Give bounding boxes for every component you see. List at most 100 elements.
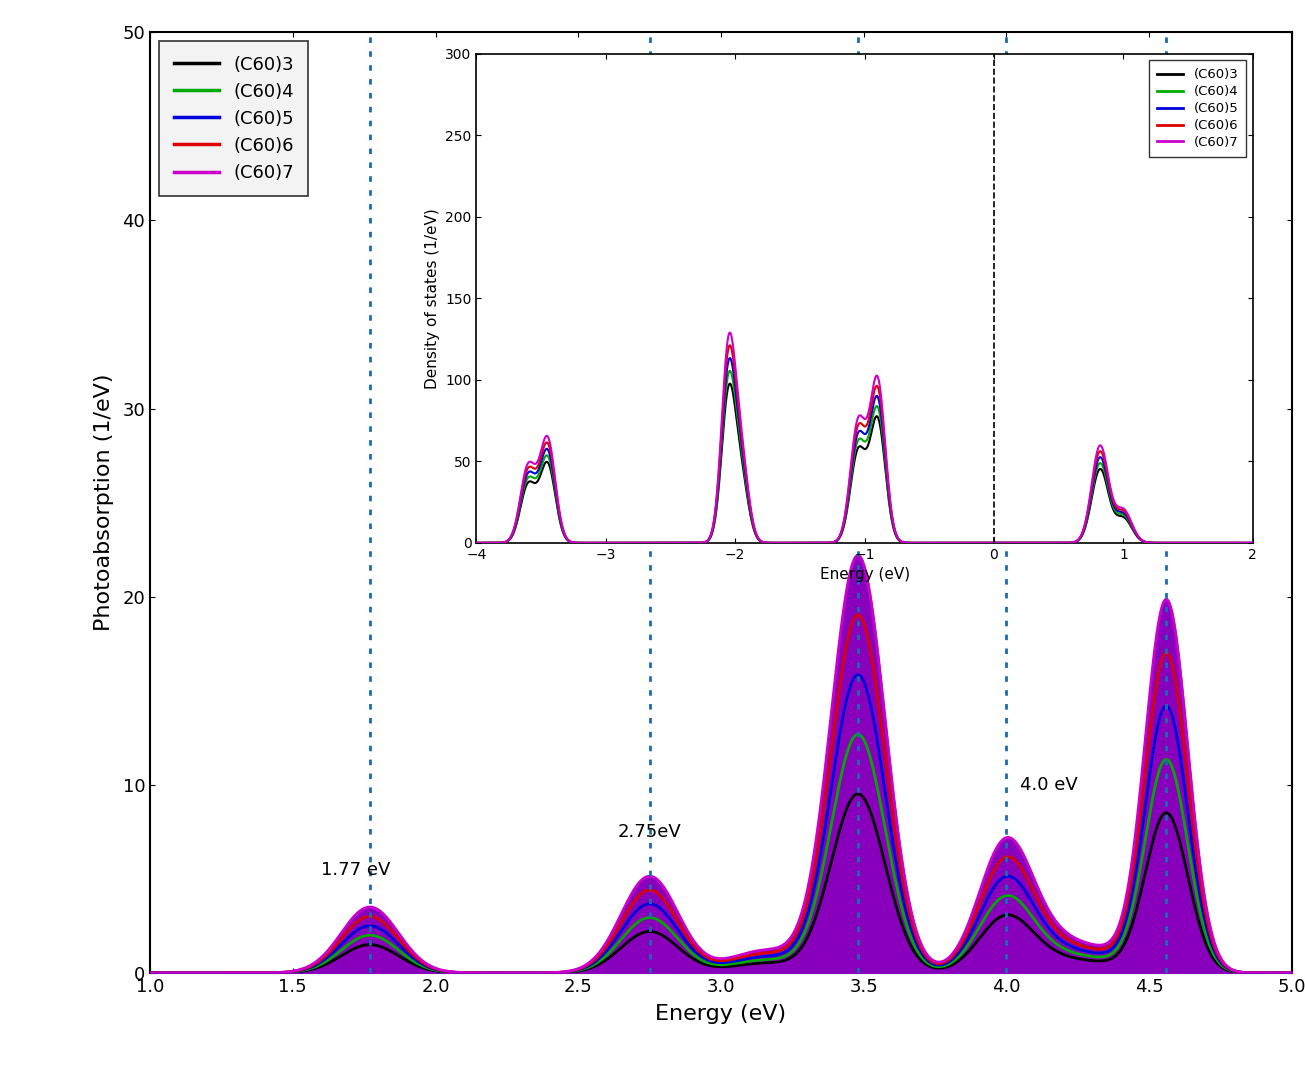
(C60)3 xyxy=(1236,536,1251,549)
(C60)7 xyxy=(582,956,598,969)
(C60)6 xyxy=(1144,711,1160,723)
(C60)4 xyxy=(468,536,484,549)
(C60)5 xyxy=(582,959,598,972)
(C60)4 xyxy=(850,728,865,741)
(C60)6 xyxy=(769,536,784,549)
(C60)5 xyxy=(803,536,818,549)
(C60)5 xyxy=(632,901,647,914)
(C60)7 xyxy=(769,536,784,549)
(C60)6 xyxy=(1267,966,1283,979)
(C60)7 xyxy=(1152,536,1168,549)
(C60)5 xyxy=(341,930,356,943)
(C60)5 xyxy=(1267,966,1283,979)
(C60)7 xyxy=(722,326,737,339)
(C60)7 xyxy=(1267,966,1283,979)
(C60)3 xyxy=(1152,536,1168,549)
(C60)4 xyxy=(604,536,620,549)
(C60)7 xyxy=(604,536,620,549)
(C60)6 xyxy=(1251,536,1267,549)
(C60)7 xyxy=(341,916,356,929)
(C60)7 xyxy=(1251,536,1267,549)
Y-axis label: Density of states (1/eV): Density of states (1/eV) xyxy=(424,207,440,389)
(C60)4 xyxy=(632,915,647,928)
(C60)6 xyxy=(142,966,158,979)
Text: 4.56 eV: 4.56 eV xyxy=(1131,127,1201,145)
Line: (C60)7: (C60)7 xyxy=(476,332,1259,543)
Line: (C60)4: (C60)4 xyxy=(150,734,1297,973)
(C60)6 xyxy=(341,923,356,936)
(C60)4 xyxy=(1144,796,1160,808)
(C60)5 xyxy=(722,352,737,364)
(C60)5 xyxy=(1144,752,1160,765)
(C60)4 xyxy=(722,364,737,377)
Line: (C60)6: (C60)6 xyxy=(150,615,1297,973)
(C60)3 xyxy=(722,377,737,390)
(C60)5 xyxy=(557,530,573,543)
(C60)3 xyxy=(1144,838,1160,851)
(C60)3 xyxy=(1267,966,1283,979)
(C60)5 xyxy=(273,966,288,979)
(C60)6 xyxy=(850,608,865,621)
Text: 4.0 eV: 4.0 eV xyxy=(1021,776,1078,794)
(C60)4 xyxy=(582,960,598,973)
(C60)6 xyxy=(557,530,573,543)
(C60)7 xyxy=(273,966,288,979)
Line: (C60)5: (C60)5 xyxy=(476,358,1259,543)
(C60)3 xyxy=(769,536,784,549)
(C60)7 xyxy=(1236,536,1251,549)
(C60)7 xyxy=(632,875,647,888)
(C60)7 xyxy=(803,536,818,549)
(C60)3 xyxy=(582,962,598,975)
(C60)3 xyxy=(850,788,865,801)
(C60)3 xyxy=(1251,536,1267,549)
(C60)4 xyxy=(769,536,784,549)
X-axis label: Energy (eV): Energy (eV) xyxy=(820,568,910,583)
(C60)3 xyxy=(273,966,288,979)
(C60)5 xyxy=(604,536,620,549)
Text: 1.77 eV: 1.77 eV xyxy=(321,861,390,879)
(C60)3 xyxy=(142,966,158,979)
Line: (C60)7: (C60)7 xyxy=(150,556,1297,973)
(C60)4 xyxy=(1251,536,1267,549)
(C60)6 xyxy=(582,957,598,970)
(C60)3 xyxy=(557,531,573,544)
(C60)7 xyxy=(557,530,573,543)
(C60)6 xyxy=(1152,536,1168,549)
(C60)7 xyxy=(1144,668,1160,680)
(C60)6 xyxy=(632,888,647,901)
(C60)4 xyxy=(341,937,356,950)
(C60)4 xyxy=(557,531,573,544)
(C60)5 xyxy=(850,669,865,682)
(C60)3 xyxy=(604,536,620,549)
(C60)6 xyxy=(1236,536,1251,549)
(C60)7 xyxy=(142,966,158,979)
Line: (C60)3: (C60)3 xyxy=(476,384,1259,543)
Line: (C60)4: (C60)4 xyxy=(476,371,1259,543)
Line: (C60)6: (C60)6 xyxy=(476,345,1259,543)
(C60)4 xyxy=(142,966,158,979)
(C60)7 xyxy=(1289,966,1305,979)
(C60)3 xyxy=(632,928,647,941)
(C60)3 xyxy=(1289,966,1305,979)
Text: 2.75eV: 2.75eV xyxy=(617,823,681,841)
(C60)5 xyxy=(1289,966,1305,979)
(C60)7 xyxy=(850,549,865,562)
Legend: (C60)3, (C60)4, (C60)5, (C60)6, (C60)7: (C60)3, (C60)4, (C60)5, (C60)6, (C60)7 xyxy=(1148,60,1246,157)
(C60)6 xyxy=(803,536,818,549)
(C60)4 xyxy=(1152,536,1168,549)
(C60)6 xyxy=(722,339,737,352)
X-axis label: Energy (eV): Energy (eV) xyxy=(655,1004,787,1024)
(C60)7 xyxy=(468,536,484,549)
(C60)4 xyxy=(1236,536,1251,549)
(C60)6 xyxy=(1289,966,1305,979)
(C60)3 xyxy=(468,536,484,549)
(C60)5 xyxy=(1152,536,1168,549)
(C60)6 xyxy=(468,536,484,549)
(C60)3 xyxy=(803,536,818,549)
Legend: (C60)3, (C60)4, (C60)5, (C60)6, (C60)7: (C60)3, (C60)4, (C60)5, (C60)6, (C60)7 xyxy=(159,41,308,197)
(C60)5 xyxy=(468,536,484,549)
(C60)6 xyxy=(273,966,288,979)
(C60)4 xyxy=(803,536,818,549)
Line: (C60)3: (C60)3 xyxy=(150,794,1297,973)
(C60)4 xyxy=(273,966,288,979)
